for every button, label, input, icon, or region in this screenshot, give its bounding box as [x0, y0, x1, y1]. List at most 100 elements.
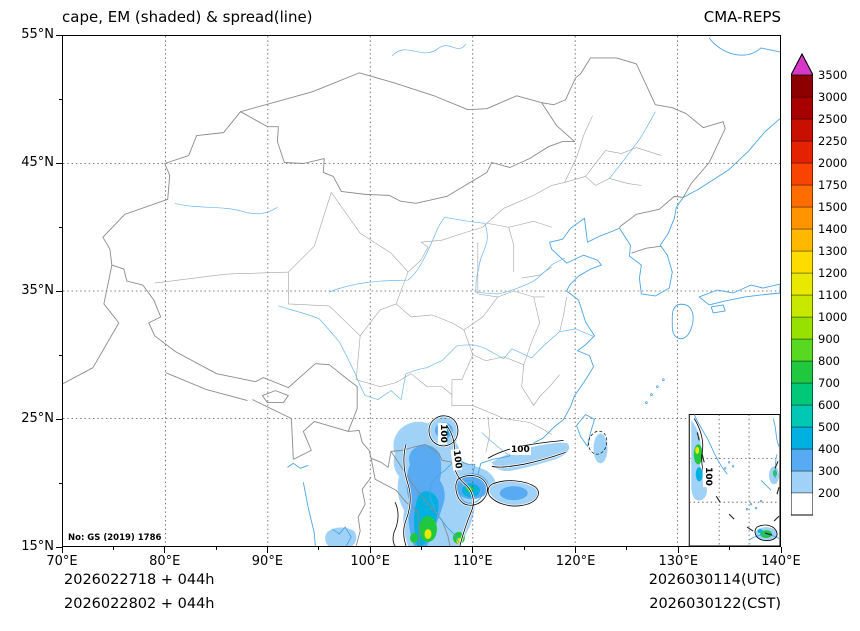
colorbar-tick-label: 200	[818, 486, 840, 500]
china-border	[102, 57, 726, 468]
y-tick-label: 35°N	[21, 283, 54, 298]
x-major-tick	[575, 547, 577, 553]
colorbar-tick-label: 1200	[818, 266, 848, 280]
songhua-river	[609, 111, 656, 179]
colorbar-segment	[790, 74, 814, 98]
province-borders	[154, 115, 662, 453]
taiwan-island	[576, 414, 595, 447]
y-tick-label: 15°N	[21, 539, 54, 554]
x-tick-label: 100°E	[350, 554, 390, 569]
colorbar-segment	[790, 96, 814, 120]
x-major-tick	[164, 547, 166, 553]
cape-shade-guangdong-coast	[491, 442, 570, 472]
x-tick-label: 90°E	[251, 554, 284, 569]
y-minor-tick	[59, 98, 62, 100]
y-tick-label: 55°N	[21, 27, 54, 42]
colorbar-segment	[790, 382, 814, 406]
colorbar-tick-label: 3000	[818, 90, 848, 104]
colorbar-tick-label: 800	[818, 354, 840, 368]
colorbar-tick-label: 900	[818, 332, 840, 346]
x-minor-tick	[729, 547, 731, 550]
spread-label-inset: 100	[702, 466, 713, 487]
y-minor-tick	[59, 482, 62, 484]
shikoku-island	[710, 304, 726, 314]
tarim-river	[174, 203, 278, 215]
bengal-myanmar-coast	[287, 462, 352, 546]
colorbar-tick-label: 2250	[818, 134, 848, 148]
colorbar-segment	[790, 448, 814, 472]
yellow-river	[329, 216, 565, 295]
y-major-tick	[56, 546, 62, 548]
siberia-river	[391, 43, 467, 57]
colorbar-segment	[790, 294, 814, 318]
colorbar-segment	[790, 162, 814, 186]
colorbar-tick-label: 400	[818, 442, 840, 456]
x-minor-tick	[215, 547, 217, 550]
init-time-utc: 2026022718 + 044h	[64, 572, 215, 588]
korea-coastline	[619, 197, 684, 297]
x-major-tick	[677, 547, 679, 553]
rivers	[174, 43, 656, 455]
x-minor-tick	[112, 547, 114, 550]
y-major-tick	[56, 418, 62, 420]
x-tick-label: 70°E	[46, 554, 78, 569]
spread-contour-100	[392, 415, 566, 546]
colorbar-tick-label: 1300	[818, 244, 848, 258]
y-tick-label: 25°N	[21, 411, 54, 426]
colorbar-segment	[790, 184, 814, 208]
colorbar-segment	[790, 316, 814, 340]
colorbar-segment	[790, 470, 814, 494]
x-minor-tick	[523, 547, 525, 550]
spread-label-guangxi: 100	[437, 423, 448, 444]
colorbar-tick-label: 1100	[818, 288, 848, 302]
colorbar-segment	[790, 360, 814, 384]
indochina-borders	[355, 451, 451, 546]
x-major-tick	[472, 547, 474, 553]
y-major-tick	[56, 290, 62, 292]
colorbar-under-segment	[790, 492, 814, 516]
inset-coastlines	[693, 414, 780, 541]
x-minor-tick	[421, 547, 422, 550]
cape-shade-luzon-strait	[593, 433, 608, 464]
x-tick-label: 120°E	[555, 554, 596, 569]
colorbar-tick-label: 1750	[818, 178, 848, 192]
cape-shade-thailand	[325, 527, 357, 546]
y-tick-label: 45°N	[21, 155, 54, 170]
spread-label-tonkin: 100	[450, 448, 464, 471]
okhotsk-coast	[708, 37, 780, 56]
colorbar-tick-label: 500	[818, 420, 840, 434]
cape-core-offshore	[499, 486, 528, 501]
colorbar-segment	[790, 426, 814, 450]
colorbar-segment	[790, 228, 814, 252]
national-borders	[63, 57, 726, 546]
mongolia-russia-border	[240, 72, 542, 113]
scs-inset	[688, 414, 780, 546]
colorbar-segment	[790, 250, 814, 274]
init-time-cst: 2026022802 + 044h	[64, 596, 215, 612]
valid-time-utc: 2026030114(UTC)	[648, 572, 781, 588]
spread-contour-dashed	[588, 430, 608, 455]
x-major-tick	[266, 547, 268, 553]
valid-time-cst: 2026030122(CST)	[649, 596, 781, 612]
colorbar-tick-label: 2000	[818, 156, 848, 170]
map-plot: 100 100 100 100 No: GS (2019) 1786	[62, 35, 781, 547]
vietnam-coastline	[429, 462, 462, 546]
colorbar-tick-label: 300	[818, 464, 840, 478]
cape-green-3	[410, 533, 419, 544]
colorbar-tick-label: 700	[818, 376, 840, 390]
coastlines	[287, 37, 780, 546]
colorbar-segment	[790, 206, 814, 230]
y-minor-tick	[59, 354, 62, 356]
colorbar	[790, 52, 814, 516]
x-tick-label: 130°E	[658, 554, 699, 569]
x-major-tick	[61, 547, 63, 553]
graticule	[63, 36, 780, 546]
colorbar-tick-label: 2500	[818, 112, 848, 126]
colorbar-svg	[790, 52, 814, 516]
pearl-river	[481, 432, 508, 455]
china-coastline	[452, 217, 620, 479]
x-minor-tick	[626, 547, 628, 550]
colorbar-segment	[790, 404, 814, 428]
y-major-tick	[56, 34, 62, 36]
y-major-tick	[56, 162, 62, 164]
